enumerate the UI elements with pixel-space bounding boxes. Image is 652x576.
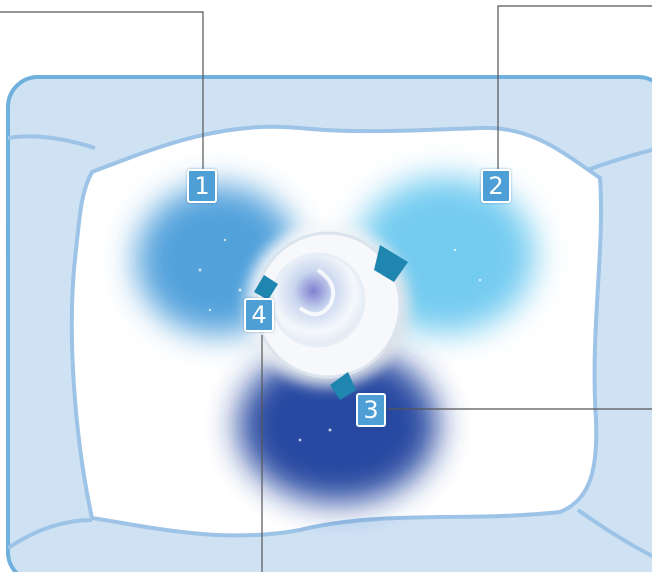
leader-lines <box>0 5 652 572</box>
leader-line-1 <box>0 11 204 170</box>
rotation-arrow-icon <box>254 275 278 300</box>
callout-2-badge: 2 <box>481 169 511 203</box>
rotation-arrow-icon <box>374 245 408 282</box>
callout-4-label: 4 <box>251 301 267 329</box>
callout-2-label: 2 <box>488 172 504 200</box>
callout-3-badge: 3 <box>356 393 386 427</box>
callout-3-label: 3 <box>363 396 379 424</box>
seam-line <box>8 518 93 550</box>
seam-line <box>8 134 96 150</box>
callout-1-label: 1 <box>194 172 210 200</box>
callout-4-badge: 4 <box>244 298 274 332</box>
center-disc <box>270 252 366 348</box>
zone-3-blob <box>238 347 438 503</box>
center-swirl <box>298 268 335 317</box>
rotation-arrow-icon <box>330 372 356 400</box>
callout-1-badge: 1 <box>187 169 217 203</box>
leader-line-2 <box>497 5 652 170</box>
